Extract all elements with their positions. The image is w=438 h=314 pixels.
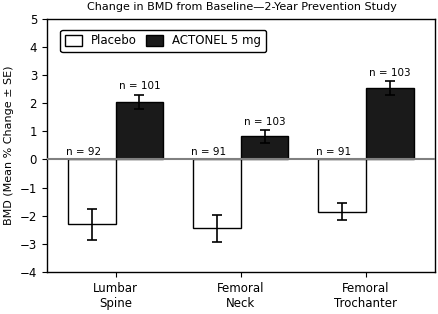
Bar: [240, 136, 288, 160]
Text: n = 101: n = 101: [118, 81, 160, 91]
Legend: Placebo, ACTONEL 5 mg: Placebo, ACTONEL 5 mg: [60, 30, 265, 52]
Text: n = 92: n = 92: [66, 147, 101, 157]
Bar: [365, 89, 413, 160]
Bar: [115, 102, 163, 160]
Text: n = 91: n = 91: [191, 147, 226, 157]
Bar: [68, 160, 115, 224]
Text: n = 103: n = 103: [243, 117, 285, 127]
Bar: [193, 160, 240, 229]
Text: n = 103: n = 103: [368, 68, 410, 78]
Text: n = 91: n = 91: [315, 147, 350, 157]
Y-axis label: BMD (Mean % Change ± SE): BMD (Mean % Change ± SE): [4, 66, 14, 225]
Bar: [318, 160, 365, 212]
Text: Change in BMD from Baseline—2-Year Prevention Study: Change in BMD from Baseline—2-Year Preve…: [86, 2, 396, 12]
